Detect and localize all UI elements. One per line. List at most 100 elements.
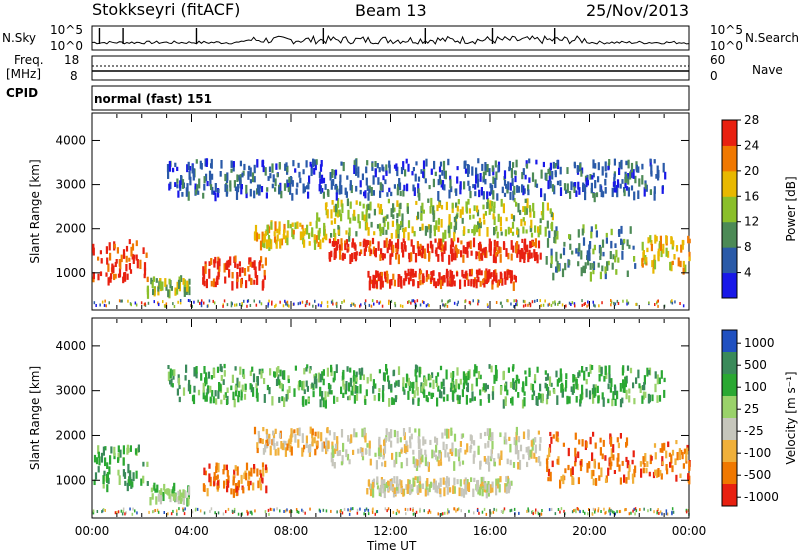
data-cell bbox=[542, 202, 545, 212]
near-range-cell bbox=[510, 508, 513, 512]
data-cell bbox=[545, 376, 548, 381]
data-cell bbox=[248, 165, 251, 171]
near-range-cell bbox=[326, 300, 329, 304]
data-cell bbox=[280, 441, 283, 449]
data-cell bbox=[424, 488, 427, 497]
data-cell bbox=[92, 247, 95, 256]
near-range-cell bbox=[93, 301, 96, 305]
data-cell bbox=[501, 278, 504, 286]
data-cell bbox=[283, 223, 286, 233]
data-cell bbox=[521, 399, 525, 409]
data-cell bbox=[644, 183, 647, 190]
velocity-heatmap bbox=[92, 363, 691, 516]
data-cell bbox=[598, 365, 601, 373]
data-cell bbox=[403, 279, 406, 286]
data-cell bbox=[510, 213, 513, 220]
data-cell bbox=[488, 238, 491, 244]
data-cell bbox=[236, 272, 239, 280]
data-cell bbox=[479, 280, 482, 287]
data-cell bbox=[250, 277, 253, 285]
data-cell bbox=[590, 470, 593, 479]
data-cell bbox=[523, 221, 526, 226]
data-cell bbox=[196, 184, 199, 192]
data-cell bbox=[592, 266, 595, 275]
data-cell bbox=[407, 268, 410, 277]
data-cell bbox=[671, 260, 674, 266]
near-range-cell bbox=[254, 509, 256, 513]
data-cell bbox=[203, 280, 206, 287]
data-cell bbox=[332, 179, 335, 186]
data-cell bbox=[469, 434, 472, 441]
data-cell bbox=[484, 443, 487, 449]
data-cell bbox=[294, 434, 297, 443]
data-cell bbox=[591, 175, 594, 180]
data-cell bbox=[495, 485, 498, 496]
data-cell bbox=[338, 188, 341, 195]
data-cell bbox=[240, 278, 243, 288]
data-cell bbox=[440, 238, 443, 249]
data-cell bbox=[459, 279, 462, 290]
data-cell bbox=[657, 251, 660, 260]
cpid-value: normal (fast) 151 bbox=[94, 92, 212, 106]
data-cell bbox=[488, 462, 491, 472]
data-cell bbox=[469, 190, 472, 199]
data-cell bbox=[615, 269, 618, 275]
data-cell bbox=[119, 260, 122, 270]
data-cell bbox=[617, 442, 620, 449]
data-cell bbox=[462, 245, 465, 254]
data-cell bbox=[209, 177, 212, 187]
data-cell bbox=[284, 163, 287, 171]
data-cell bbox=[241, 267, 244, 273]
data-cell bbox=[592, 384, 595, 394]
data-cell bbox=[239, 366, 242, 375]
near-range-cell bbox=[656, 299, 659, 303]
data-cell bbox=[535, 457, 538, 463]
data-cell bbox=[105, 246, 108, 254]
data-cell bbox=[450, 253, 454, 262]
near-range-cell bbox=[449, 299, 451, 303]
near-range-cell bbox=[386, 509, 388, 513]
colorbar-tick-label: 500 bbox=[744, 358, 767, 372]
data-cell bbox=[308, 368, 311, 374]
data-cell bbox=[633, 256, 636, 262]
near-range-cell bbox=[156, 508, 159, 512]
data-cell bbox=[187, 191, 190, 201]
data-cell bbox=[433, 226, 436, 237]
data-cell bbox=[275, 378, 279, 387]
data-cell bbox=[387, 380, 391, 390]
data-cell bbox=[622, 382, 626, 388]
near-range-cell bbox=[594, 510, 596, 514]
data-cell bbox=[236, 174, 239, 182]
data-cell bbox=[492, 190, 495, 200]
x-tick-label: 00:00 bbox=[672, 524, 707, 538]
data-cell bbox=[417, 183, 420, 194]
data-cell bbox=[455, 188, 458, 196]
data-cell bbox=[128, 257, 131, 262]
data-cell bbox=[612, 444, 615, 453]
data-cell bbox=[283, 183, 287, 191]
data-cell bbox=[378, 439, 381, 449]
data-cell bbox=[349, 254, 352, 265]
data-cell bbox=[402, 377, 405, 387]
near-range-cell bbox=[604, 511, 606, 515]
data-cell bbox=[422, 160, 426, 170]
data-cell bbox=[412, 398, 415, 405]
data-cell bbox=[431, 244, 434, 254]
data-cell bbox=[303, 389, 306, 395]
data-cell bbox=[441, 432, 444, 439]
data-cell bbox=[130, 246, 133, 257]
data-cell bbox=[342, 379, 345, 387]
data-cell bbox=[178, 489, 182, 495]
data-cell bbox=[498, 484, 501, 493]
near-range-cell bbox=[359, 304, 361, 308]
data-cell bbox=[217, 188, 220, 194]
near-range-cell bbox=[591, 512, 594, 516]
data-cell bbox=[346, 248, 349, 253]
data-cell bbox=[265, 192, 268, 199]
data-cell bbox=[286, 165, 289, 173]
data-cell bbox=[440, 219, 443, 228]
data-cell bbox=[675, 440, 678, 445]
near-range-cell bbox=[147, 301, 150, 305]
data-cell bbox=[479, 461, 482, 470]
near-range-cell bbox=[131, 512, 134, 516]
